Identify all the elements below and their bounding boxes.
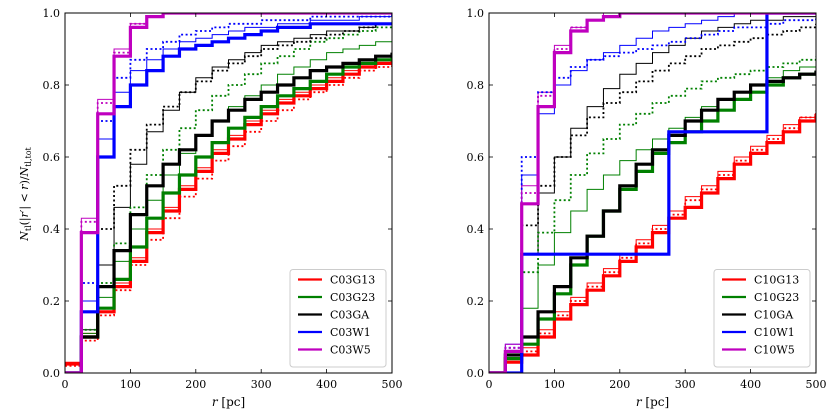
right-panel: 0 100 200 300 400 500 0.0 0.2 0.4 0.6 0.8 1.0 r [pc…: [467, 7, 827, 409]
left-panel: 0 100 200 300 400 500 0.0 0.2 0.4 0.6 0.8 1.0 r [pc…: [18, 7, 403, 409]
x-tick-label: 500: [806, 378, 827, 391]
legend-label-c10w1: C10W1: [754, 326, 795, 339]
series-c10ga-thin-line: [489, 13, 816, 373]
legend-box: [713, 269, 811, 368]
series-c03w5-thick-line: [65, 13, 392, 373]
series-c10w1-dotted-line: [489, 16, 816, 373]
legend-label-c03g13: C03G13: [330, 274, 375, 287]
x-tick-label: 0: [486, 378, 493, 391]
y-tick-label: 0.6: [43, 151, 61, 164]
y-tick-label: 1.0: [467, 7, 485, 20]
series-c10w5-thick-line: [489, 13, 816, 373]
series-c03g23-thick-line: [65, 56, 392, 373]
x-tick-label: 300: [675, 378, 696, 391]
left-axes-frame: [64, 12, 393, 374]
x-tick-label: 500: [382, 378, 403, 391]
y-tick-label: 0.0: [467, 367, 485, 380]
right-x-axis-label: r [pc]: [636, 395, 669, 409]
series-c03g23-dotted-line: [65, 23, 392, 373]
left-x-axis-label: r [pc]: [212, 395, 245, 409]
y-tick-label: 0.4: [43, 223, 61, 236]
right-axes-frame: [488, 12, 817, 374]
left-y-axis-label: Ntl(|r′| < r)/Ntl,tot: [18, 146, 33, 241]
y-tick-label: 1.0: [43, 7, 61, 20]
x-tick-label: 100: [544, 378, 565, 391]
y-tick-label: 0.2: [43, 295, 61, 308]
legend-label-c03w1: C03W1: [330, 326, 371, 339]
legend-label-c10g23: C10G23: [754, 291, 799, 304]
series-c03g23-thin-line: [65, 38, 392, 373]
left-plot-lines: [65, 13, 392, 373]
series-c03ga-thick-line: [65, 52, 392, 373]
x-tick-label: 200: [185, 378, 206, 391]
x-tick-label: 300: [251, 378, 272, 391]
left-axis-ticks: 0 100 200 300 400 500 0.0 0.2 0.4 0.6 0.8 1.0: [43, 7, 403, 391]
left-legend: C03G13 C03G23 C03GA C03W1 C03W5: [289, 269, 387, 368]
legend-label-c10ga: C10GA: [754, 309, 794, 322]
legend-box: [289, 269, 387, 368]
right-legend: C10G13 C10G23 C10GA C10W1 C10W5: [713, 269, 811, 368]
x-tick-label: 400: [316, 378, 337, 391]
right-plot-lines: [489, 13, 816, 373]
legend-label-c10w5: C10W5: [754, 344, 795, 357]
series-c10w1-thick-line: [489, 13, 816, 373]
x-tick-label: 400: [740, 378, 761, 391]
series-c03w1-thick-line: [65, 22, 392, 373]
legend-label-c10g13: C10G13: [754, 274, 799, 287]
y-tick-label: 0.0: [43, 367, 61, 380]
legend-label-c03ga: C03GA: [330, 309, 370, 322]
right-axis-ticks: 0 100 200 300 400 500 0.0 0.2 0.4 0.6 0.8 1.0: [467, 7, 827, 391]
x-tick-label: 200: [609, 378, 630, 391]
x-tick-label: 100: [120, 378, 141, 391]
series-c10g13-thick-line: [489, 113, 816, 373]
y-tick-label: 0.2: [467, 295, 485, 308]
y-tick-label: 0.8: [43, 79, 61, 92]
x-tick-label: 0: [62, 378, 69, 391]
legend-label-c03g23: C03G23: [330, 291, 375, 304]
series-c03w5-thin-line: [65, 13, 392, 373]
y-tick-label: 0.8: [467, 79, 485, 92]
y-tick-label: 0.4: [467, 223, 485, 236]
y-tick-label: 0.6: [467, 151, 485, 164]
legend-label-c03w5: C03W5: [330, 344, 371, 357]
series-c03ga-dotted-line: [65, 22, 392, 373]
